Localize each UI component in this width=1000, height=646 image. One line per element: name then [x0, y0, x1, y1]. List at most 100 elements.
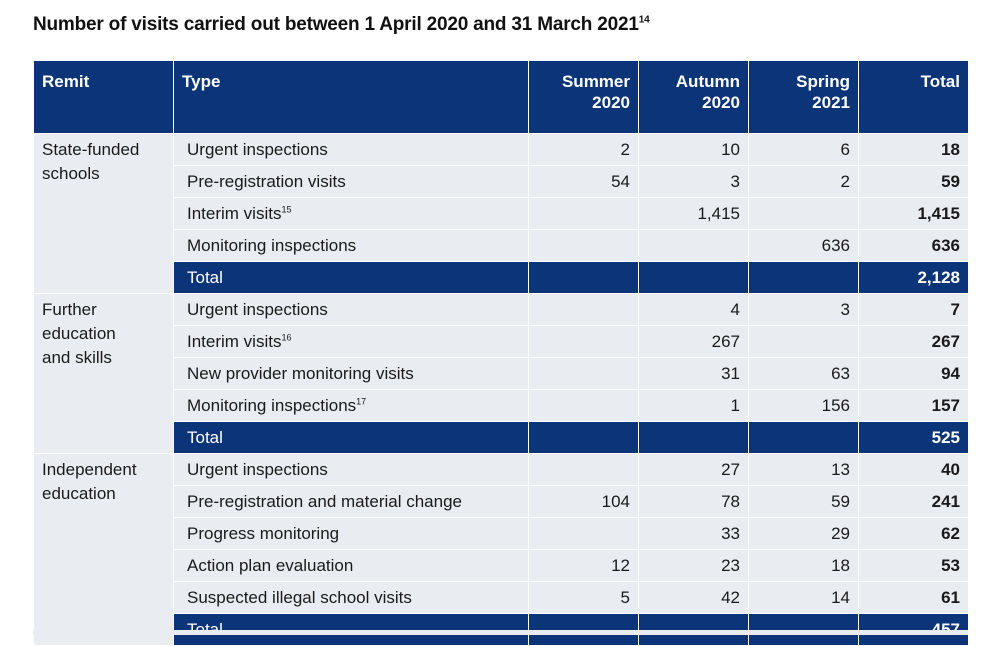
- type-label: Interim visits: [187, 332, 282, 351]
- autumn-2020-cell: 1,415: [638, 197, 749, 230]
- table-row: Action plan evaluation 12 23 18 53: [34, 549, 969, 582]
- autumn-2020-cell: 267: [638, 325, 749, 358]
- table-title: Number of visits carried out between 1 A…: [33, 14, 650, 35]
- spring-2021-cell: 13: [748, 453, 859, 486]
- type-cell: Pre-registration and material change: [173, 485, 529, 518]
- spring-2021-cell: 3: [748, 293, 859, 326]
- summer-2020-cell: 12: [528, 549, 639, 582]
- autumn-2020-cell: 10: [638, 133, 749, 166]
- remit-label-line: education: [42, 484, 116, 503]
- group-total-label: Total: [173, 421, 529, 454]
- summer-2020-cell: [528, 453, 639, 486]
- summer-2020-cell: 104: [528, 485, 639, 518]
- table-row: Pre-registration and material change 104 7…: [34, 485, 969, 518]
- type-label: Urgent inspections: [187, 300, 328, 319]
- group-total-empty-cell: [528, 421, 639, 454]
- type-label: Progress monitoring: [187, 524, 340, 543]
- table-row: Interim visits15 1,415 1,415: [34, 197, 969, 230]
- type-cell: Urgent inspections: [173, 293, 529, 326]
- group-total-empty-cell: [748, 421, 859, 454]
- type-label: Pre-registration visits: [187, 172, 346, 191]
- footnote-marker: 16: [281, 332, 292, 343]
- remit-label-line: State-funded: [42, 140, 140, 159]
- row-total-cell: 53: [858, 549, 969, 582]
- spring-2021-cell: [748, 197, 859, 230]
- footnote-marker: 15: [281, 204, 292, 215]
- summer-2020-cell: [528, 325, 639, 358]
- remit-label-line: Further: [42, 300, 97, 319]
- table-row: Monitoring inspections17 1 156 157: [34, 389, 969, 422]
- row-total-cell: 1,415: [858, 197, 969, 230]
- table-row: State-funded schools Urgent inspections 2 10…: [33, 133, 969, 294]
- footnote-marker: 17: [356, 396, 367, 407]
- summer-2020-cell: [528, 389, 639, 422]
- autumn-2020-cell: 23: [638, 549, 749, 582]
- summer-2020-cell: 5: [528, 581, 639, 614]
- table-row: Monitoring inspections 636 636: [34, 229, 969, 262]
- group-total-empty-cell: [748, 261, 859, 294]
- autumn-2020-cell: 3: [638, 165, 749, 198]
- row-total-cell: 18: [858, 133, 969, 166]
- spring-2021-cell: 29: [748, 517, 859, 550]
- remit-label-line: education: [42, 324, 116, 343]
- remit-label-line: and skills: [42, 348, 112, 367]
- spring-2021-cell: 156: [748, 389, 859, 422]
- header-spring-2021: Spring 2021: [748, 60, 859, 134]
- spring-2021-cell: 2: [748, 165, 859, 198]
- autumn-2020-cell: 31: [638, 357, 749, 390]
- table-row: Further education and skills Urgent inspect…: [33, 293, 969, 454]
- header-row: Remit Type Summer 2020 Autumn 2020 Spring 2…: [33, 60, 969, 134]
- group-total-empty-cell: [638, 261, 749, 294]
- type-label: Interim visits: [187, 204, 282, 223]
- type-label: Suspected illegal school visits: [187, 588, 412, 607]
- type-cell: Pre-registration visits: [173, 165, 529, 198]
- summer-2020-cell: [528, 197, 639, 230]
- header-type: Type: [173, 60, 529, 134]
- table-continuation-strip: [33, 630, 968, 635]
- group-total-empty-cell: [638, 421, 749, 454]
- autumn-2020-cell: 1: [638, 389, 749, 422]
- row-total-cell: 94: [858, 357, 969, 390]
- spring-2021-cell: 59: [748, 485, 859, 518]
- row-total-cell: 267: [858, 325, 969, 358]
- type-label: Monitoring inspections: [187, 236, 357, 255]
- summer-2020-cell: [528, 229, 639, 262]
- type-label: New provider monitoring visits: [187, 364, 414, 383]
- type-cell: Progress monitoring: [173, 517, 529, 550]
- spring-2021-cell: 636: [748, 229, 859, 262]
- remit-label-line: schools: [42, 164, 100, 183]
- spring-2021-cell: 63: [748, 357, 859, 390]
- table-row: Pre-registration visits 54 3 2 59: [34, 165, 969, 198]
- summer-2020-cell: 2: [528, 133, 639, 166]
- group-total-value: 2,128: [858, 261, 969, 294]
- group-total-value: 525: [858, 421, 969, 454]
- title-footnote-marker: 14: [638, 14, 650, 26]
- remit-cell: State-funded schools: [33, 133, 174, 294]
- type-cell: New provider monitoring visits: [173, 357, 529, 390]
- row-total-cell: 62: [858, 517, 969, 550]
- summer-2020-cell: [528, 357, 639, 390]
- group-total-label: Total: [173, 261, 529, 294]
- header-autumn-2020: Autumn 2020: [638, 60, 749, 134]
- type-cell: Action plan evaluation: [173, 549, 529, 582]
- row-total-cell: 241: [858, 485, 969, 518]
- type-cell: Interim visits15: [173, 197, 529, 230]
- type-cell: Urgent inspections: [173, 133, 529, 166]
- header-total: Total: [858, 60, 969, 134]
- group-total-empty-cell: [528, 261, 639, 294]
- spring-2021-cell: 14: [748, 581, 859, 614]
- type-cell: Monitoring inspections17: [173, 389, 529, 422]
- type-label: Urgent inspections: [187, 460, 328, 479]
- remit-cell: Independent education: [33, 453, 174, 646]
- summer-2020-cell: [528, 293, 639, 326]
- type-label: Monitoring inspections: [187, 396, 357, 415]
- row-total-cell: 59: [858, 165, 969, 198]
- type-label: Action plan evaluation: [187, 556, 354, 575]
- summer-2020-cell: [528, 517, 639, 550]
- table-row: Independent education Urgent inspections 27…: [33, 453, 969, 646]
- header-summer-2020: Summer 2020: [528, 60, 639, 134]
- autumn-2020-cell: [638, 229, 749, 262]
- autumn-2020-cell: 42: [638, 581, 749, 614]
- spring-2021-cell: [748, 325, 859, 358]
- type-label: Urgent inspections: [187, 140, 328, 159]
